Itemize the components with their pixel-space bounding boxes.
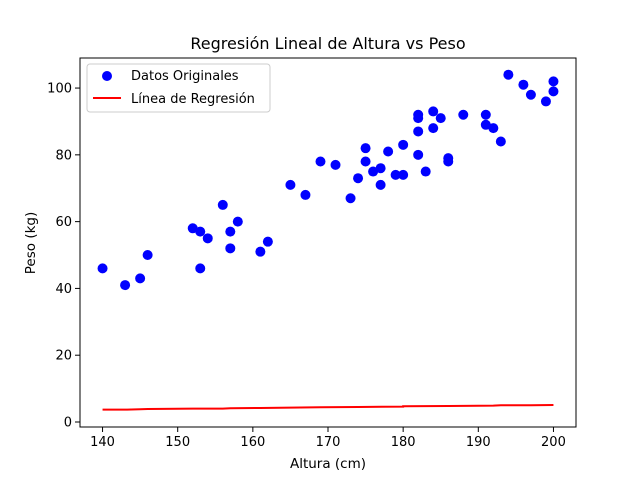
chart-title: Regresión Lineal de Altura vs Peso <box>190 34 465 53</box>
data-point <box>548 76 559 87</box>
legend: Datos Originales Línea de Regresión <box>86 63 271 113</box>
y-tick-label: 100 <box>47 82 72 97</box>
plot-area <box>97 69 559 411</box>
x-tick-label: 150 <box>165 435 190 450</box>
data-point <box>488 123 499 134</box>
data-point <box>300 189 311 200</box>
data-point <box>413 113 424 124</box>
data-point <box>443 156 454 167</box>
data-point <box>202 233 213 244</box>
legend-marker-icon <box>102 71 112 81</box>
data-point <box>495 136 506 147</box>
data-point <box>525 89 536 100</box>
data-point <box>503 69 514 80</box>
data-point <box>383 146 394 157</box>
data-point <box>217 199 228 210</box>
data-point <box>353 173 364 184</box>
y-tick-label: 40 <box>55 282 72 297</box>
data-point <box>390 169 401 180</box>
data-point <box>97 263 108 274</box>
data-point <box>480 119 491 130</box>
legend-box <box>86 63 271 113</box>
data-point <box>458 109 469 120</box>
data-point <box>255 246 266 257</box>
data-point <box>548 86 559 97</box>
regression-line <box>102 403 554 411</box>
data-point <box>413 149 424 160</box>
data-point <box>413 126 424 137</box>
data-point <box>330 159 341 170</box>
data-point <box>135 273 146 284</box>
data-point <box>225 226 236 237</box>
data-point <box>262 236 273 247</box>
data-point <box>285 179 296 190</box>
axis-ticks: 140 150 160 170 180 190 200 0 20 40 60 80 100 <box>47 82 566 450</box>
x-tick-label: 160 <box>240 435 265 450</box>
x-tick-label: 180 <box>391 435 416 450</box>
x-tick-label: 200 <box>541 435 566 450</box>
data-point <box>120 280 131 291</box>
data-point <box>428 106 439 117</box>
data-point <box>398 169 409 180</box>
data-point <box>142 250 153 261</box>
data-point <box>540 96 551 107</box>
data-point <box>375 179 386 190</box>
x-tick-label: 190 <box>466 435 491 450</box>
y-tick-label: 0 <box>64 415 72 430</box>
data-point <box>315 156 326 167</box>
data-point <box>195 263 206 274</box>
data-point <box>225 243 236 254</box>
x-axis-label: Altura (cm) <box>290 456 366 472</box>
y-tick-label: 20 <box>55 349 72 364</box>
data-point <box>428 123 439 134</box>
data-point <box>187 223 198 234</box>
y-axis-label: Peso (kg) <box>23 212 39 274</box>
data-point <box>420 166 431 177</box>
data-point <box>518 79 529 90</box>
data-point <box>368 166 379 177</box>
y-tick-label: 80 <box>55 148 72 163</box>
data-point <box>435 113 446 124</box>
x-tick-label: 140 <box>90 435 115 450</box>
data-point <box>375 163 386 174</box>
data-point <box>195 226 206 237</box>
x-tick-label: 170 <box>316 435 341 450</box>
data-point <box>232 216 243 227</box>
data-point <box>480 109 491 120</box>
data-point <box>360 156 371 167</box>
data-point <box>345 193 356 204</box>
legend-label-linea-de-regresion: Línea de Regresión <box>131 92 255 107</box>
y-tick-label: 60 <box>55 215 72 230</box>
data-point <box>398 139 409 150</box>
legend-label-datos-originales: Datos Originales <box>131 69 239 84</box>
data-point <box>360 143 371 154</box>
